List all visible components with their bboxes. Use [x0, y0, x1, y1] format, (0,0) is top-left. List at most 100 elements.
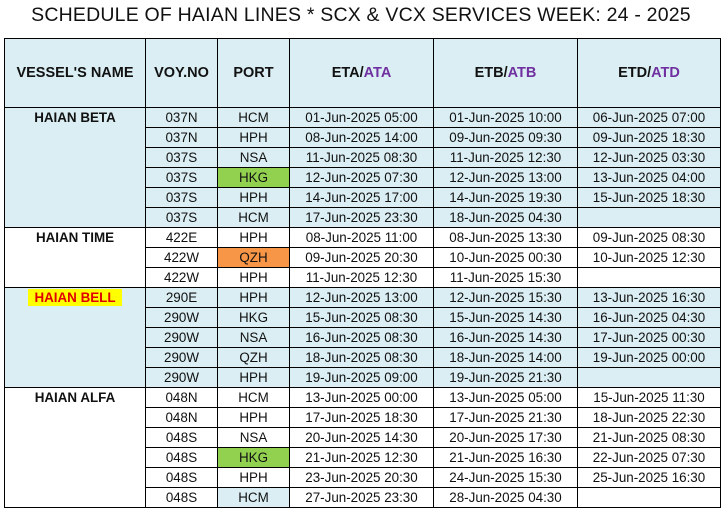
- header-etd: ETD/ATD: [577, 38, 721, 108]
- voyage-cell: 048S: [145, 447, 218, 468]
- voyage-cell: 037S: [145, 207, 218, 228]
- table-row: 037S HCM 17-Jun-2025 23:30 18-Jun-2025 04:3…: [5, 207, 721, 228]
- port-cell: HPH: [217, 187, 290, 208]
- etb-cell: 14-Jun-2025 19:30: [433, 187, 578, 208]
- header-etb: ETB/ATB: [433, 38, 578, 108]
- vessel-name-cell: HAIAN BELL: [4, 287, 146, 388]
- etb-cell: 20-Jun-2025 17:30: [433, 427, 578, 448]
- header-ata-label: ATA: [363, 64, 392, 81]
- etb-cell: 11-Jun-2025 15:30: [433, 267, 578, 288]
- eta-cell: 20-Jun-2025 14:30: [289, 427, 434, 448]
- etb-cell: 12-Jun-2025 13:00: [433, 167, 578, 188]
- eta-cell: 21-Jun-2025 12:30: [289, 447, 434, 468]
- voyage-cell: 048S: [145, 427, 218, 448]
- eta-cell: 08-Jun-2025 11:00: [289, 227, 434, 248]
- voyage-cell: 290E: [145, 287, 218, 308]
- port-cell: HPH: [217, 267, 290, 288]
- port-cell: HKG: [217, 307, 290, 328]
- header-atd-label: ATD: [651, 64, 680, 81]
- etb-cell: 13-Jun-2025 05:00: [433, 387, 578, 408]
- etb-cell: 08-Jun-2025 13:30: [433, 227, 578, 248]
- port-cell: HKG: [217, 167, 290, 188]
- eta-cell: 15-Jun-2025 08:30: [289, 307, 434, 328]
- etd-cell: 12-Jun-2025 03:30: [577, 147, 721, 168]
- voyage-cell: 290W: [145, 327, 218, 348]
- voyage-cell: 037S: [145, 147, 218, 168]
- port-cell: HPH: [217, 367, 290, 388]
- etb-cell: 17-Jun-2025 21:30: [433, 407, 578, 428]
- header-eta-label: ETA/: [331, 64, 364, 81]
- header-row: VESSEL'S NAME VOY.NO PORT ETA/ATA ETB/AT…: [4, 38, 721, 108]
- etb-cell: 21-Jun-2025 16:30: [433, 447, 578, 468]
- vessel-name-cell: HAIAN TIME: [4, 227, 146, 288]
- table-row: 037N HPH 08-Jun-2025 14:00 09-Jun-2025 09:3…: [5, 127, 721, 148]
- etb-cell: 19-Jun-2025 21:30: [433, 367, 578, 388]
- eta-cell: 17-Jun-2025 23:30: [289, 207, 434, 228]
- table-row: 290W NSA 16-Jun-2025 08:30 16-Jun-2025 14:3…: [5, 327, 721, 348]
- etd-cell: 09-Jun-2025 18:30: [577, 127, 721, 148]
- voyage-cell: 290W: [145, 307, 218, 328]
- etb-cell: 12-Jun-2025 15:30: [433, 287, 578, 308]
- port-cell: HKG: [217, 447, 290, 468]
- etd-cell: 21-Jun-2025 08:30: [577, 427, 721, 448]
- eta-cell: 13-Jun-2025 00:00: [289, 387, 434, 408]
- etb-cell: 15-Jun-2025 14:30: [433, 307, 578, 328]
- etd-cell: 10-Jun-2025 12:30: [577, 247, 721, 268]
- eta-cell: 08-Jun-2025 14:00: [289, 127, 434, 148]
- etd-cell: 15-Jun-2025 11:30: [577, 387, 721, 408]
- header-vessel: VESSEL'S NAME: [4, 38, 146, 108]
- table-row: 048S HPH 23-Jun-2025 20:30 24-Jun-2025 15:3…: [5, 467, 721, 488]
- header-voy: VOY.NO: [145, 38, 218, 108]
- port-cell: HCM: [217, 487, 290, 508]
- etd-cell: 17-Jun-2025 00:30: [577, 327, 721, 348]
- voyage-cell: 048N: [145, 407, 218, 428]
- voyage-cell: 422W: [145, 267, 218, 288]
- table-row: 422W QZH 09-Jun-2025 20:30 10-Jun-2025 00:3…: [5, 247, 721, 268]
- header-etd-label: ETD/: [618, 64, 652, 81]
- port-cell: HCM: [217, 107, 290, 128]
- table-row: 037S HPH 14-Jun-2025 17:00 14-Jun-2025 19:3…: [5, 187, 721, 208]
- etd-cell: 18-Jun-2025 22:30: [577, 407, 721, 428]
- port-cell: HCM: [217, 387, 290, 408]
- table-row: 048S HCM 27-Jun-2025 23:30 28-Jun-2025 04:3…: [5, 487, 721, 508]
- table-row: 290W HKG 15-Jun-2025 08:30 15-Jun-2025 14:3…: [5, 307, 721, 328]
- port-cell: NSA: [217, 147, 290, 168]
- eta-cell: 17-Jun-2025 18:30: [289, 407, 434, 428]
- voyage-cell: 037N: [145, 107, 218, 128]
- eta-cell: 18-Jun-2025 08:30: [289, 347, 434, 368]
- etd-cell: 19-Jun-2025 00:00: [577, 347, 721, 368]
- voyage-cell: 048S: [145, 467, 218, 488]
- schedule-table: VESSEL'S NAME VOY.NO PORT ETA/ATA ETB/AT…: [4, 38, 721, 508]
- etd-cell: 13-Jun-2025 16:30: [577, 287, 721, 308]
- voyage-cell: 037S: [145, 187, 218, 208]
- table-row: 048N HPH 17-Jun-2025 18:30 17-Jun-2025 21:3…: [5, 407, 721, 428]
- etd-cell: 09-Jun-2025 08:30: [577, 227, 721, 248]
- eta-cell: 16-Jun-2025 08:30: [289, 327, 434, 348]
- schedule-body: HAIAN BETA 037N HCM 01-Jun-2025 05:00 01-Jun…: [4, 107, 721, 508]
- port-cell: HPH: [217, 407, 290, 428]
- voyage-cell: 037S: [145, 167, 218, 188]
- vessel-name-cell: HAIAN ALFA: [4, 387, 146, 508]
- header-eta: ETA/ATA: [289, 38, 434, 108]
- etb-cell: 11-Jun-2025 12:30: [433, 147, 578, 168]
- eta-cell: 14-Jun-2025 17:00: [289, 187, 434, 208]
- etb-cell: 18-Jun-2025 14:00: [433, 347, 578, 368]
- etd-cell: 25-Jun-2025 16:30: [577, 467, 721, 488]
- eta-cell: 23-Jun-2025 20:30: [289, 467, 434, 488]
- port-cell: HPH: [217, 467, 290, 488]
- vessel-name: HAIAN TIME: [35, 230, 115, 245]
- port-cell: NSA: [217, 427, 290, 448]
- table-row: 037S HKG 12-Jun-2025 07:30 12-Jun-2025 13:0…: [5, 167, 721, 188]
- etb-cell: 16-Jun-2025 14:30: [433, 327, 578, 348]
- voyage-cell: 048N: [145, 387, 218, 408]
- etb-cell: 24-Jun-2025 15:30: [433, 467, 578, 488]
- etd-cell: 22-Jun-2025 07:30: [577, 447, 721, 468]
- etd-cell: [577, 267, 721, 288]
- etb-cell: 28-Jun-2025 04:30: [433, 487, 578, 508]
- port-cell: HCM: [217, 207, 290, 228]
- vessel-name: HAIAN BETA: [34, 110, 116, 125]
- etb-cell: 10-Jun-2025 00:30: [433, 247, 578, 268]
- page-title: SCHEDULE OF HAIAN LINES * SCX & VCX SERV…: [31, 4, 691, 26]
- voyage-cell: 037N: [145, 127, 218, 148]
- eta-cell: 01-Jun-2025 05:00: [289, 107, 434, 128]
